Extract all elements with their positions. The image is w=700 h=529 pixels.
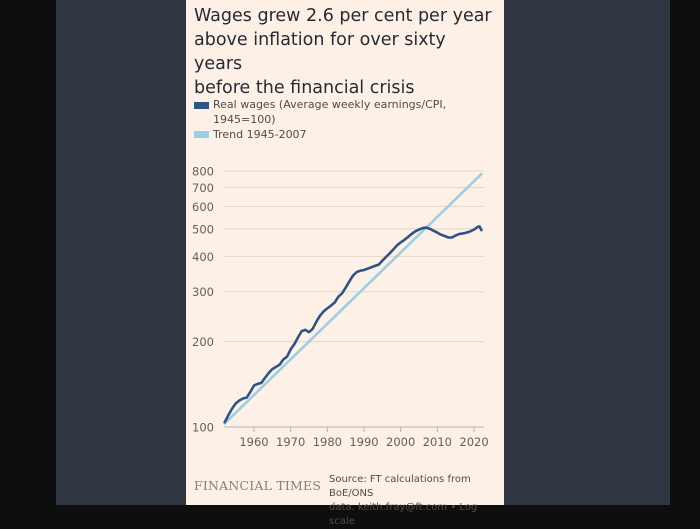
chart-plot: 100 200 300 400 500 600 700 800 1960 1970 1980 1990… <box>192 165 489 450</box>
x-tick-label-1990: 1990 <box>349 435 378 449</box>
y-tick-label-700: 700 <box>192 181 214 195</box>
chart-title: Wages grew 2.6 per cent per year above i… <box>194 4 499 100</box>
chart-card: Wages grew 2.6 per cent per year above i… <box>186 0 504 527</box>
series-line-trend <box>223 172 483 425</box>
x-tick-label-2000: 2000 <box>386 435 415 449</box>
legend-label-real-wages-line-1: Real wages (Average weekly earnings/CPI, <box>213 98 447 111</box>
legend: Real wages (Average weekly earnings/CPI,… <box>194 97 499 142</box>
y-tick-label-400: 400 <box>192 250 214 264</box>
y-tick-label-600: 600 <box>192 200 214 214</box>
title-line-1: Wages grew 2.6 per cent per year <box>194 6 492 26</box>
x-tick-label-1970: 1970 <box>276 435 305 449</box>
source-line-2: data. keith.fray@ft.com • Log scale <box>329 502 478 527</box>
title-line-2: above inflation for over sixty years <box>194 30 446 74</box>
legend-swatch-real-wages <box>194 102 209 109</box>
ft-logo: FINANCIAL TIMES <box>194 478 322 493</box>
y-tick-label-800: 800 <box>192 165 214 179</box>
source-note: Source: FT calculations from BoE/ONS dat… <box>329 473 504 529</box>
source-line-1: Source: FT calculations from BoE/ONS <box>329 474 471 499</box>
title-line-3: before the financial crisis <box>194 78 415 98</box>
y-tick-label-300: 300 <box>192 285 214 299</box>
y-tick-label-100: 100 <box>192 421 214 435</box>
legend-label-real-wages-line-2: 1945=100) <box>213 113 276 126</box>
x-tick-label-1980: 1980 <box>313 435 342 449</box>
x-tick-label-2020: 2020 <box>459 435 488 449</box>
legend-swatch-trend <box>194 131 209 138</box>
legend-item-real-wages: Real wages (Average weekly earnings/CPI,… <box>194 97 499 127</box>
y-tick-label-200: 200 <box>192 335 214 349</box>
x-tick-label-1960: 1960 <box>239 435 268 449</box>
x-tick-label-2010: 2010 <box>423 435 452 449</box>
series-line-real-wages <box>223 225 483 424</box>
legend-item-trend: Trend 1945-2007 <box>194 127 499 142</box>
y-tick-label-500: 500 <box>192 222 214 236</box>
legend-label-trend: Trend 1945-2007 <box>213 128 307 141</box>
